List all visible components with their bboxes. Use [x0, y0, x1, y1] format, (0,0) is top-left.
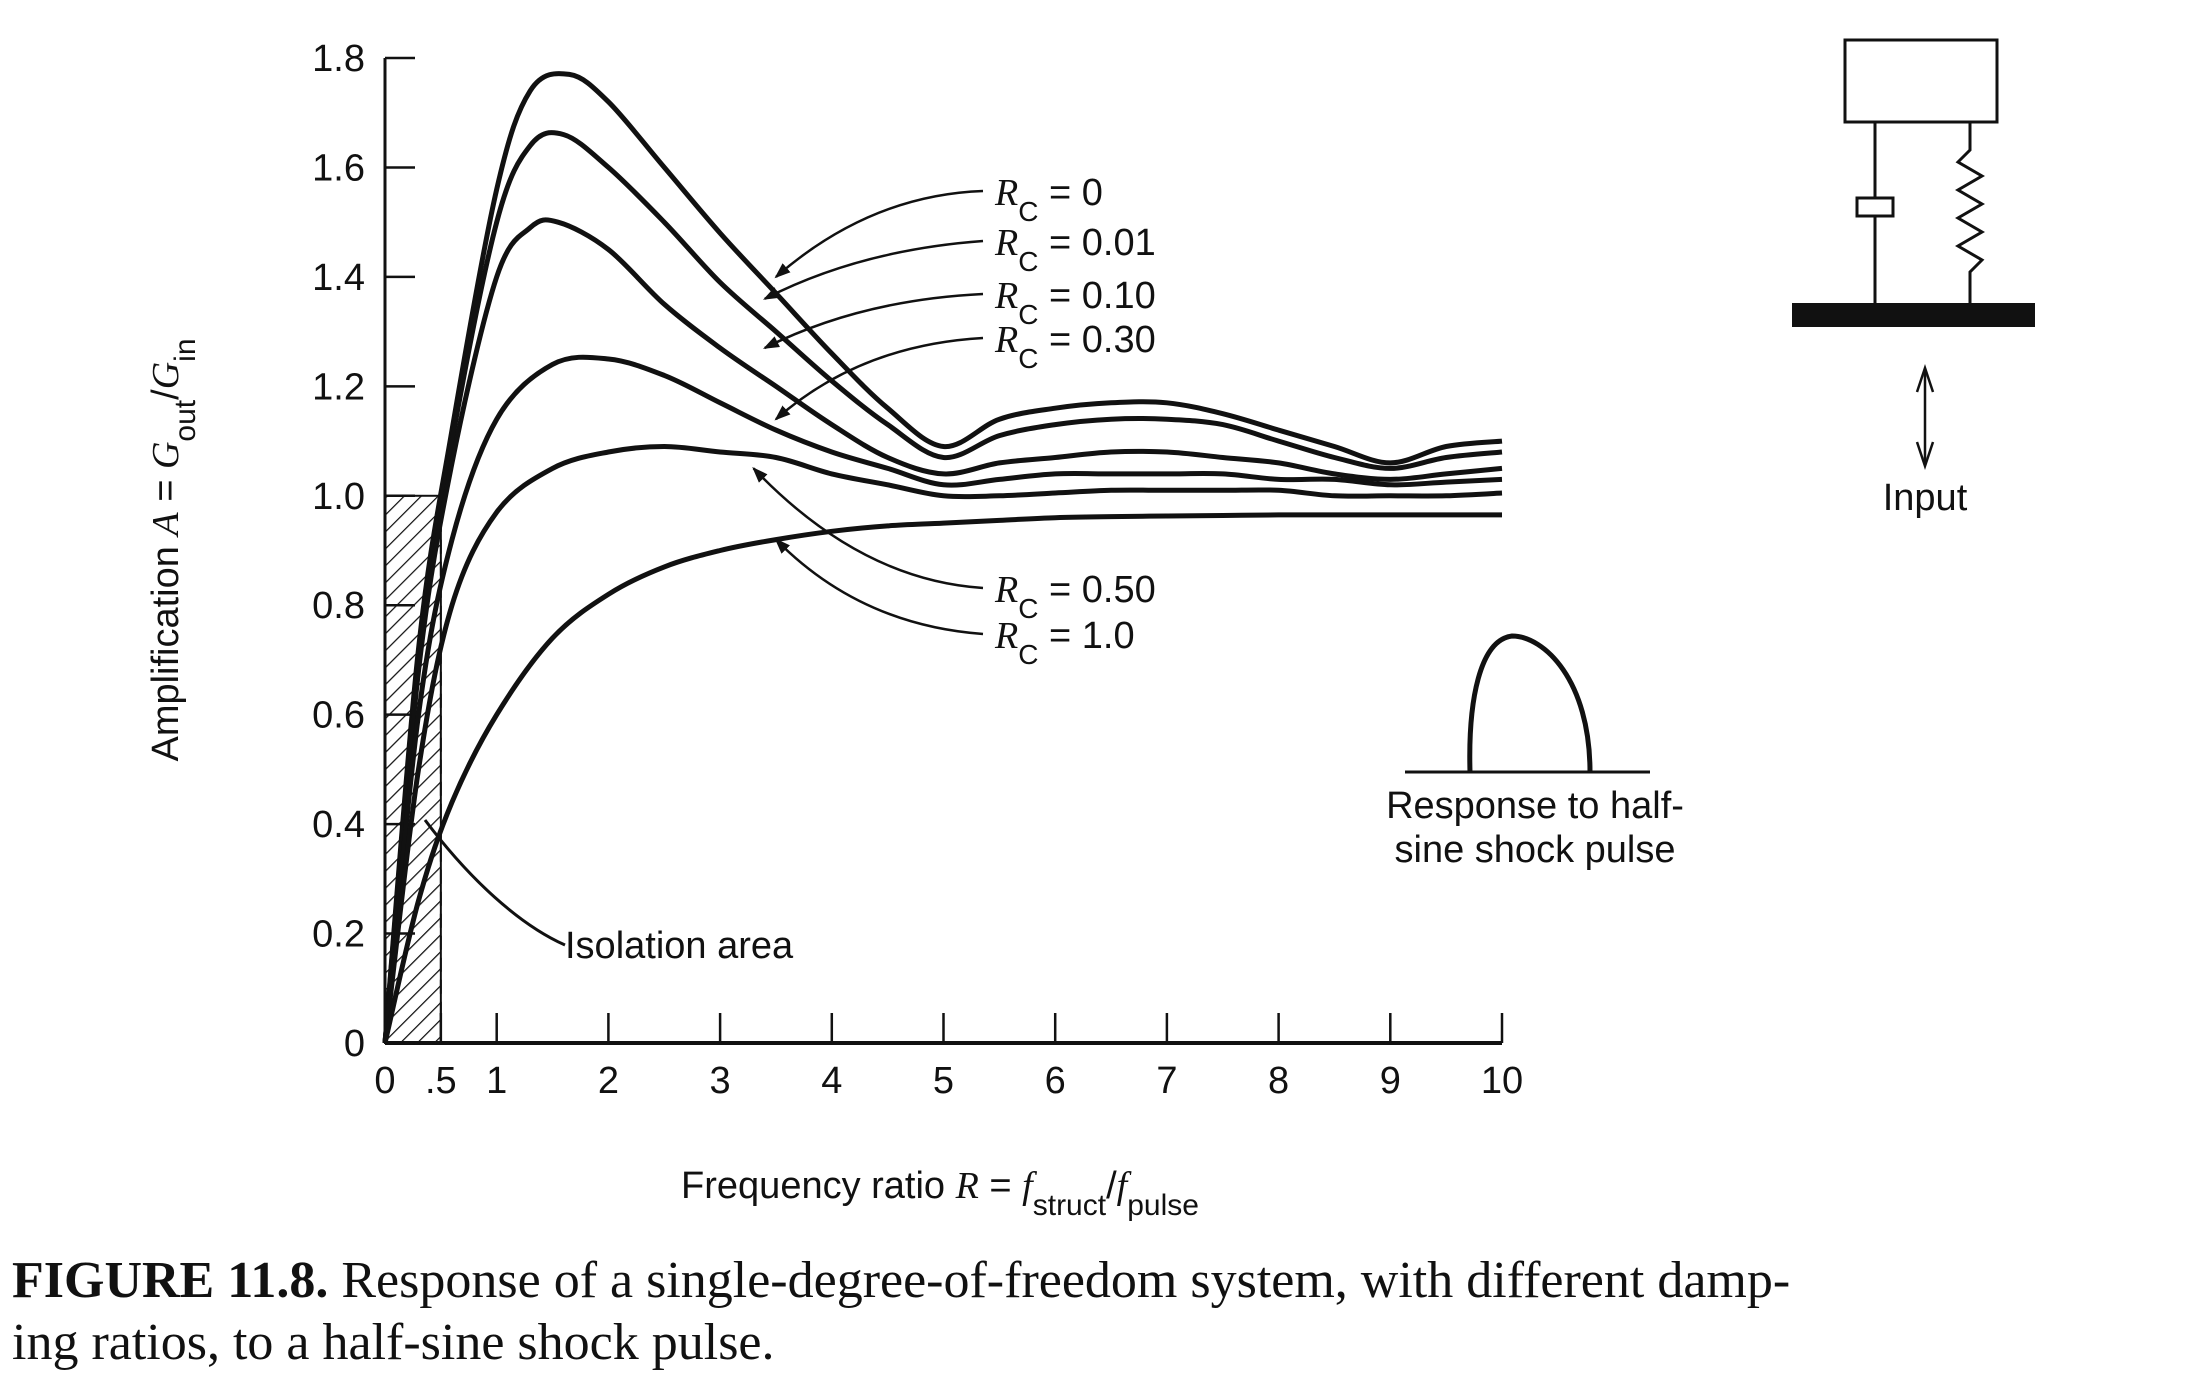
spring [1955, 122, 1985, 305]
mass-block [1843, 38, 1999, 124]
x-tick-label: 5 [933, 1060, 954, 1102]
x-tick-label: 1 [486, 1060, 507, 1102]
isolation-area-label: Isolation area [565, 925, 794, 967]
series-leader-arrow [763, 239, 984, 300]
y-tick-label: 0.4 [312, 804, 365, 846]
y-tick-label: 0.2 [312, 914, 365, 956]
x-tick-label: 8 [1268, 1060, 1289, 1102]
series-label: RC = 1.0 [994, 615, 1135, 670]
series-curve-0 [382, 71, 1503, 1044]
series-leader-arrow [774, 189, 984, 279]
y-tick-label: 0 [344, 1023, 365, 1065]
x-tick-label: 7 [1156, 1060, 1177, 1102]
x-tick-label: 4 [821, 1060, 842, 1102]
figure-number: FIGURE 11.8. [12, 1252, 329, 1309]
x-tick-label: 3 [710, 1060, 731, 1102]
y-tick-label: 0.6 [312, 695, 365, 737]
series-label: RC = 0.10 [994, 275, 1156, 330]
input-arrow-head-up [1915, 364, 1935, 393]
y-axis-title: Amplification A = Gout/Gin [145, 338, 202, 761]
y-tick-label: 1.2 [312, 366, 365, 408]
x-tick-label: 2 [598, 1060, 619, 1102]
series-curve-4 [382, 444, 1503, 1044]
pulse-caption-line2: sine shock pulse [1395, 829, 1676, 871]
isolation-area-leader [423, 819, 566, 947]
pulse-caption-line1: Response to half- [1386, 785, 1684, 827]
x-tick-label: 6 [1045, 1060, 1066, 1102]
series-label: RC = 0.30 [994, 319, 1156, 374]
plot-curves [382, 71, 1503, 1044]
axes [383, 58, 1502, 1045]
series-label: RC = 0.50 [994, 569, 1156, 624]
y-axis-ticks: 0 0.2 0.4 0.6 0.8 1.0 1.2 1.4 1.6 1.8 [312, 38, 415, 1065]
series-label: RC = 0 [994, 172, 1103, 227]
caption-text-line1: Response of a single-degree-of-freedom s… [341, 1252, 1791, 1309]
y-tick-label: 1.4 [312, 257, 365, 299]
series-leader-arrow [752, 466, 984, 590]
x-axis-ticks: 0 .5 1 2 3 4 5 6 7 8 9 10 [374, 1013, 1523, 1102]
half-sine-pulse [1467, 633, 1593, 773]
y-tick-label: 1.6 [312, 147, 365, 189]
series-leader-arrow [774, 336, 984, 421]
x-tick-label: 9 [1380, 1060, 1401, 1102]
x-axis-title: Frequency ratio R = fstruct/fpulse [681, 1165, 1199, 1222]
series-curve-1 [382, 130, 1503, 1044]
series-leader-arrow [763, 292, 984, 350]
series-label: RC = 0.01 [994, 222, 1156, 277]
series-curve-5 [382, 512, 1502, 1044]
spring-mass-damper-diagram: Input [1792, 38, 2035, 519]
input-arrow-head-down [1915, 441, 1935, 470]
caption-text-line2: ing ratios, to a half-sine shock pulse. [12, 1314, 775, 1371]
series-leader-arrow [774, 538, 984, 636]
y-tick-label: 1.8 [312, 38, 365, 80]
y-tick-label: 0.8 [312, 585, 365, 627]
figure-caption: FIGURE 11.8. Response of a single-degree… [12, 1250, 2172, 1374]
y-tick-label: 1.0 [312, 476, 365, 518]
x-tick-label: 0 [374, 1060, 395, 1102]
x-tick-label: 10 [1481, 1060, 1523, 1102]
damper-cylinder [1855, 196, 1895, 218]
x-tick-label: .5 [425, 1060, 457, 1102]
base-plate [1792, 303, 2035, 327]
input-label: Input [1883, 477, 1968, 519]
series-curve-3 [382, 354, 1503, 1044]
series-curve-2 [382, 217, 1503, 1044]
